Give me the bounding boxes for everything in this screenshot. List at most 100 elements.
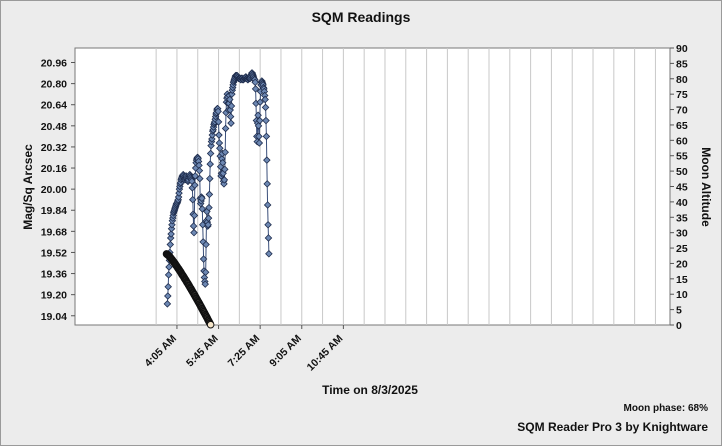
sqm-point <box>196 174 204 183</box>
y-tick-label: 20.64 <box>41 100 67 112</box>
y-tick-label: 20.96 <box>41 58 67 70</box>
sqm-point <box>189 222 198 230</box>
x-axis-ticks: 4:05 AM 5:45 AM 7:25 AM 9:05 AM 10:45 AM <box>142 325 346 373</box>
sqm-point <box>220 180 228 188</box>
y2-tick-label: 30 <box>676 228 688 240</box>
y-tick-label: 19.04 <box>41 311 67 323</box>
y2-tick-label: 35 <box>676 212 688 224</box>
sqm-point <box>226 95 234 104</box>
sqm-point <box>218 158 227 167</box>
y-tick-label: 20.00 <box>41 184 67 196</box>
plot-area <box>74 47 671 326</box>
sqm-point <box>263 201 272 209</box>
y-tick-label: 20.48 <box>41 121 67 133</box>
sqm-point <box>264 220 272 229</box>
chart-title: SQM Readings <box>311 9 411 25</box>
y2-tick-label: 60 <box>676 135 688 147</box>
sqm-point <box>190 211 199 220</box>
sqm-point <box>251 85 260 93</box>
sqm-point <box>163 300 172 308</box>
y-axis-ticks: 19.04 19.20 19.36 19.52 19.68 19.84 20.00 20.16… <box>41 58 75 323</box>
y2-tick-label: 90 <box>676 43 688 55</box>
sqm-point <box>206 174 214 183</box>
y2-tick-label: 70 <box>676 105 688 117</box>
moon-phase-text: Moon phase: 68% <box>623 403 708 414</box>
y-tick-label: 19.52 <box>41 247 67 259</box>
y2-tick-label: 55 <box>676 151 688 163</box>
sqm-point <box>251 78 259 87</box>
x-tick-label: 7:25 AM <box>226 332 263 369</box>
y2-tick-label: 80 <box>676 74 688 86</box>
sqm-point <box>255 116 264 125</box>
sqm-point <box>227 102 236 110</box>
y2-tick-label: 25 <box>676 243 688 255</box>
y2-tick-label: 85 <box>676 58 688 70</box>
brand-text: SQM Reader Pro 3 by Knightware <box>517 420 708 434</box>
y-tick-label: 19.36 <box>41 269 67 281</box>
y2-tick-label: 40 <box>676 197 688 209</box>
sqm-point <box>165 263 173 271</box>
sqm-point <box>202 240 210 249</box>
sqm-point <box>191 172 200 180</box>
sqm-point <box>198 194 206 203</box>
y-axis-label: Mag/Sq Arcsec <box>21 144 35 230</box>
sqm-point <box>201 268 210 277</box>
sqm-point <box>264 234 273 242</box>
y-tick-label: 20.80 <box>41 79 67 91</box>
y2-tick-label: 75 <box>676 89 688 101</box>
x-tick-label: 9:05 AM <box>267 332 304 369</box>
sqm-point <box>205 190 214 199</box>
y2-tick-label: 50 <box>676 166 688 178</box>
sqm-point <box>262 132 271 141</box>
moon-point <box>206 320 215 329</box>
sqm-point <box>199 255 208 263</box>
sqm-point <box>221 148 229 156</box>
y-tick-label: 19.84 <box>41 205 67 217</box>
x-tick-label: 10:45 AM <box>305 332 346 373</box>
sqm-point <box>261 103 270 112</box>
sqm-point <box>166 240 175 249</box>
sqm-point <box>164 271 173 279</box>
sqm-point <box>254 122 263 130</box>
y2-tick-label: 5 <box>676 305 682 317</box>
sqm-point <box>216 144 224 153</box>
sqm-point <box>214 118 223 126</box>
y2-tick-label: 10 <box>676 289 688 301</box>
sqm-point <box>221 165 229 174</box>
sqm-point <box>208 135 216 143</box>
x-tick-label: 5:45 AM <box>184 332 221 369</box>
sqm-point <box>256 98 264 106</box>
sqm-point <box>201 280 209 288</box>
y2-tick-label: 65 <box>676 120 688 132</box>
sqm-point <box>188 195 197 204</box>
sqm-point <box>195 166 204 175</box>
x-tick-label: 4:05 AM <box>142 332 179 369</box>
sqm-point <box>262 116 270 125</box>
sqm-point <box>190 228 198 237</box>
sqm-point <box>198 220 207 229</box>
sqm-point <box>198 205 207 213</box>
sqm-point <box>263 156 271 164</box>
sqm-point <box>263 180 271 188</box>
sqm-point <box>204 220 212 229</box>
sqm-point <box>226 106 234 114</box>
y2-axis-ticks: 0 5 10 15 20 25 30 35 40 45 50 55 60 65 70 75 80 85 90 <box>670 43 688 332</box>
sqm-point <box>206 149 215 158</box>
sqm-point <box>226 112 235 121</box>
y-tick-label: 19.20 <box>41 290 67 302</box>
sqm-point <box>221 124 230 133</box>
sqm-point <box>261 95 269 104</box>
sqm-point <box>164 282 172 291</box>
sqm-series <box>163 69 273 308</box>
sqm-point <box>191 181 199 189</box>
y2-axis-label: Moon Altitude <box>699 147 713 227</box>
sqm-point <box>167 230 175 238</box>
sqm-point <box>206 160 214 168</box>
y2-tick-label: 0 <box>676 320 682 332</box>
sqm-point <box>215 131 223 139</box>
sqm-point <box>214 107 222 116</box>
y2-tick-label: 15 <box>676 274 688 286</box>
sqm-point <box>204 214 213 222</box>
sqm-point <box>164 292 172 300</box>
sqm-point <box>255 132 263 141</box>
